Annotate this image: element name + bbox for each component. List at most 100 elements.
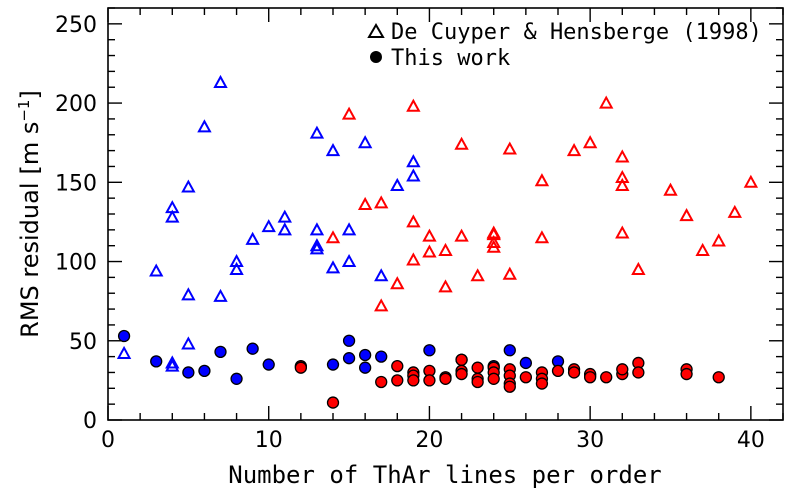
triangle-marker-blue bbox=[309, 222, 325, 236]
triangle-marker-blue bbox=[149, 263, 164, 277]
circle-marker-red bbox=[535, 377, 549, 390]
triangle-marker-blue bbox=[374, 268, 389, 282]
circle-marker-blue bbox=[503, 344, 516, 357]
triangle-marker-red bbox=[341, 106, 357, 120]
triangle-marker-blue bbox=[325, 143, 341, 157]
triangle-marker-red bbox=[711, 233, 726, 247]
triangle-marker-red bbox=[406, 252, 421, 266]
circle-marker-red bbox=[616, 363, 629, 376]
triangle-marker-blue bbox=[325, 260, 341, 274]
circle-marker-red bbox=[391, 359, 404, 373]
triangle-marker-blue bbox=[309, 241, 325, 255]
legend-triangle-marker bbox=[367, 23, 385, 38]
circle-marker-red bbox=[712, 371, 725, 384]
triangle-marker-red bbox=[599, 95, 614, 109]
circle-marker-blue bbox=[519, 356, 533, 370]
y-axis-label-main: RMS residual bbox=[16, 183, 44, 338]
y-tick-label: 0 bbox=[83, 409, 97, 434]
axis-ticks bbox=[107, 7, 784, 421]
legend-circle-marker bbox=[370, 51, 382, 63]
triangle-marker-blue bbox=[229, 253, 244, 268]
triangle-marker-blue bbox=[277, 222, 292, 236]
y-tick-label: 100 bbox=[55, 251, 97, 276]
triangle-marker-red bbox=[454, 228, 469, 242]
triangle-marker-blue bbox=[277, 209, 292, 223]
triangle-marker-red bbox=[422, 244, 437, 258]
circle-marker-red bbox=[326, 396, 340, 409]
legend: De Cuyper & Hensberge (1998) This work bbox=[367, 20, 762, 71]
circle-marker-blue bbox=[182, 366, 195, 379]
triangle-marker-red bbox=[486, 227, 501, 241]
triangle-marker-red bbox=[502, 141, 517, 155]
data-points bbox=[116, 74, 759, 409]
triangle-marker-blue bbox=[309, 238, 325, 252]
axis-tick-labels: 0 10 20 30 40 0 50 100 150 200 250 bbox=[55, 13, 765, 453]
triangle-marker-blue bbox=[197, 119, 212, 133]
y-tick-label: 200 bbox=[55, 92, 97, 117]
triangle-marker-red bbox=[615, 225, 630, 239]
circle-marker-blue bbox=[375, 350, 388, 363]
triangle-marker-blue bbox=[181, 179, 196, 193]
triangle-marker-red bbox=[615, 149, 630, 163]
triangle-marker-red bbox=[679, 208, 694, 222]
circle-marker-blue bbox=[230, 372, 243, 385]
circle-marker-red bbox=[423, 374, 436, 387]
circle-marker-red bbox=[294, 361, 308, 374]
triangle-marker-red bbox=[727, 204, 742, 218]
triangle-marker-blue bbox=[181, 336, 196, 350]
circle-marker-red bbox=[600, 371, 613, 384]
triangle-marker-red bbox=[374, 298, 389, 312]
y-axis-label-unit-sup: −1 bbox=[15, 100, 33, 122]
triangle-marker-red bbox=[486, 234, 501, 249]
legend-label-de-cuyper: De Cuyper & Hensberge (1998) bbox=[391, 20, 762, 45]
triangle-marker-red bbox=[582, 135, 598, 149]
triangle-marker-red bbox=[534, 173, 550, 187]
circle-marker-red bbox=[680, 367, 693, 381]
triangle-marker-red bbox=[357, 196, 373, 210]
x-tick-label: 30 bbox=[576, 428, 604, 453]
circle-marker-blue bbox=[358, 361, 372, 374]
circle-marker-blue bbox=[358, 348, 372, 362]
triangle-marker-blue bbox=[229, 261, 244, 275]
triangle-marker-red bbox=[390, 276, 405, 290]
triangle-marker-blue bbox=[165, 355, 180, 369]
triangle-marker-red bbox=[631, 261, 646, 275]
circle-marker-red bbox=[583, 371, 597, 384]
circle-marker-blue bbox=[198, 364, 211, 378]
x-axis-label: Number of ThAr lines per order bbox=[228, 461, 661, 489]
triangle-marker-red bbox=[325, 230, 341, 244]
circle-marker-red bbox=[551, 364, 565, 378]
y-axis-label-unit-open: [m s bbox=[16, 122, 44, 175]
circle-marker-red bbox=[471, 361, 484, 374]
triangle-marker-red bbox=[743, 174, 759, 188]
circle-marker-blue bbox=[150, 355, 163, 368]
triangle-marker-blue bbox=[309, 125, 325, 139]
y-axis-label: RMS residual [m s−1] bbox=[15, 90, 44, 338]
y-tick-label: 50 bbox=[69, 330, 97, 355]
circle-marker-blue bbox=[246, 342, 259, 355]
circle-marker-blue bbox=[342, 334, 356, 347]
triangle-marker-red bbox=[438, 242, 453, 256]
triangle-marker-blue bbox=[390, 177, 405, 191]
y-axis-label-unit-close: ] bbox=[16, 90, 44, 99]
triangle-marker-red bbox=[406, 98, 421, 112]
x-tick-label: 20 bbox=[415, 428, 443, 453]
circle-marker-red bbox=[503, 380, 516, 393]
circle-marker-blue bbox=[117, 329, 131, 343]
circle-marker-blue bbox=[342, 352, 356, 365]
triangle-marker-blue bbox=[341, 253, 357, 268]
x-tick-label: 0 bbox=[101, 428, 115, 453]
triangle-marker-blue bbox=[406, 154, 421, 168]
triangle-marker-blue bbox=[406, 168, 421, 182]
circle-marker-blue bbox=[423, 344, 436, 357]
circle-marker-red bbox=[471, 375, 484, 389]
triangle-marker-blue bbox=[181, 287, 196, 301]
triangle-marker-blue bbox=[341, 222, 357, 236]
triangle-marker-blue bbox=[213, 74, 228, 88]
triangle-marker-red bbox=[663, 182, 678, 196]
triangle-marker-blue bbox=[116, 345, 132, 359]
triangle-marker-red bbox=[695, 242, 710, 256]
circle-marker-blue bbox=[262, 358, 275, 371]
circle-marker-red bbox=[375, 375, 388, 389]
